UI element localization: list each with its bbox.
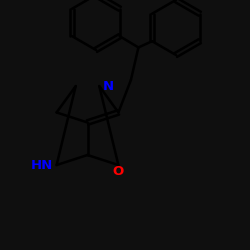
Text: HN: HN [30,158,53,172]
Text: O: O [113,165,124,178]
Text: N: N [102,80,114,93]
